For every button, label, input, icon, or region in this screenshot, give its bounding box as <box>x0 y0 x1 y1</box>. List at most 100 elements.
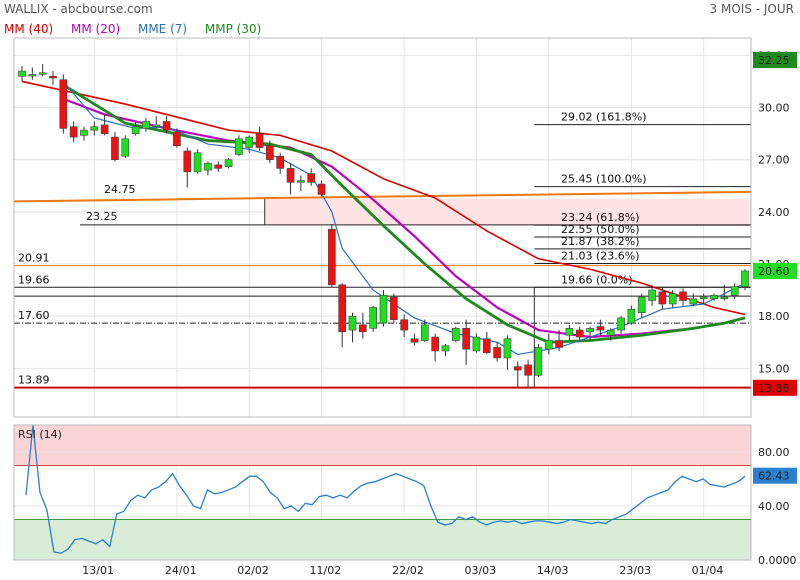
candle-body <box>317 183 326 195</box>
candle-body <box>524 364 532 376</box>
candle-body <box>266 145 274 160</box>
candle-body <box>534 347 543 376</box>
candle-body <box>297 180 305 183</box>
candle-body <box>379 295 388 324</box>
rsi-line <box>25 424 746 554</box>
candle-body <box>18 70 26 77</box>
candle-body <box>462 328 470 350</box>
candle-body <box>142 121 150 129</box>
candle-body <box>214 164 223 169</box>
candle-body <box>544 340 553 350</box>
candle-body <box>359 324 367 333</box>
candle-body <box>338 284 346 333</box>
candle-body <box>111 136 119 160</box>
candle-body <box>162 121 171 131</box>
candle-body <box>204 162 212 171</box>
x-tick-label: 14/03 <box>537 564 569 577</box>
last-close-badge <box>753 262 797 279</box>
x-tick-label: 13/01 <box>82 564 114 577</box>
candle-body <box>152 124 161 127</box>
x-tick-label: 22/02 <box>392 564 424 577</box>
low-support-label: 13.89 <box>18 374 50 387</box>
candle-body <box>441 345 450 352</box>
candle-body <box>245 136 254 148</box>
price-panel-frame <box>13 37 752 418</box>
fib-label: 22.55 (50.0%) <box>561 223 640 236</box>
fib-label: 21.03 (23.6%) <box>561 249 640 262</box>
candle-body <box>131 126 140 134</box>
candle-body <box>451 328 460 341</box>
price-tick-label: 18.00 <box>758 310 790 323</box>
candle-body <box>720 296 729 300</box>
legend-mmp30: MMP (30) <box>204 22 262 36</box>
candle-body <box>658 291 667 305</box>
candle-body <box>183 150 192 173</box>
rsi-tick-label: 0.0000 <box>758 554 797 567</box>
candle-body <box>255 133 264 148</box>
candle-body <box>307 173 316 183</box>
candle-body <box>555 340 563 348</box>
candle-body <box>637 296 646 313</box>
candle-body <box>710 295 718 300</box>
candle-body <box>586 328 594 333</box>
fib-label: 29.02 (161.8%) <box>561 111 647 124</box>
indicator-legend: MM (40) MM (20) MME (7) MMP (30) <box>4 22 275 36</box>
rsi-last-badge <box>753 467 797 484</box>
legend-mm20: MM (20) <box>70 22 121 36</box>
candle-body <box>390 296 398 320</box>
candle-body <box>121 138 130 157</box>
candle-body <box>482 338 491 353</box>
x-tick-label: 03/03 <box>464 564 496 577</box>
dashed-level-label: 17.60 <box>18 309 50 322</box>
price-tick-label: 27.00 <box>758 154 790 167</box>
period-label: 3 MOIS - JOUR <box>709 2 794 16</box>
trendline <box>13 190 752 203</box>
legend-mm40: MM (40) <box>4 22 54 36</box>
trend-value-label: 24.75 <box>104 183 136 196</box>
candle-body <box>328 228 336 286</box>
rsi-oversold-zone <box>14 519 751 560</box>
candle-body <box>699 296 708 300</box>
candle-body <box>369 307 377 329</box>
candle-body <box>348 315 357 331</box>
legend-mme7: MME (7) <box>137 22 188 36</box>
last-low-badge <box>753 379 797 396</box>
candle-body <box>730 286 739 296</box>
candle-body <box>668 293 677 305</box>
fib-label: 23.24 (61.8%) <box>561 211 640 224</box>
candle-body <box>679 291 687 301</box>
rsi-tick-label: 40.00 <box>758 500 790 513</box>
price-tick-label: 15.00 <box>758 362 790 375</box>
rsi-panel-frame <box>13 424 752 561</box>
support-label: 23.25 <box>86 210 118 223</box>
candle-body <box>421 324 429 341</box>
candle-body <box>575 329 584 338</box>
candle-body <box>193 152 202 173</box>
candle-body <box>493 347 501 359</box>
candle-body <box>173 131 181 147</box>
resistance-label: 20.91 <box>18 252 50 265</box>
rsi-overbought-zone <box>14 425 751 466</box>
x-tick-label: 01/04 <box>692 564 724 577</box>
candle-body <box>400 319 408 331</box>
candle-body <box>503 338 512 359</box>
candle-body <box>100 124 109 134</box>
candle-body <box>431 336 439 352</box>
candle-body <box>596 326 605 331</box>
candle-body <box>38 72 47 75</box>
fib-label: 19.66 (0.0%) <box>561 273 633 286</box>
candle-body <box>689 298 698 305</box>
rsi-tick-label: 80.00 <box>758 446 790 459</box>
x-tick-label: 23/03 <box>619 564 651 577</box>
x-tick-label: 24/01 <box>165 564 197 577</box>
candle-body <box>286 168 295 183</box>
last-low-badge-text: 13.88 <box>758 382 790 395</box>
x-tick-label: 02/02 <box>237 564 269 577</box>
candle-body <box>606 329 615 336</box>
candle-body <box>90 126 99 131</box>
candle-body <box>410 338 419 343</box>
resistance-zone <box>264 198 751 225</box>
candle-body <box>59 79 68 129</box>
